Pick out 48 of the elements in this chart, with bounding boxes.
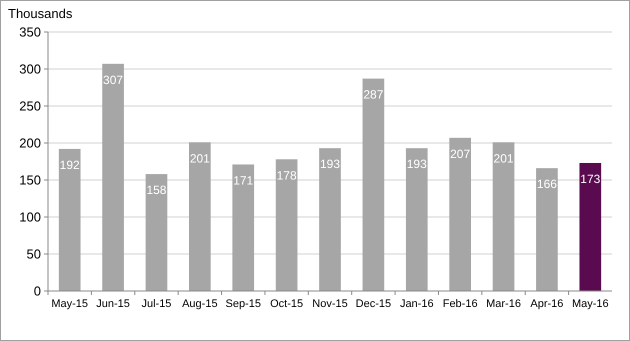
data-label: 193 bbox=[406, 157, 428, 172]
bar bbox=[58, 148, 81, 291]
x-tick-label: Jul-15 bbox=[141, 298, 172, 310]
data-label: 307 bbox=[103, 72, 124, 87]
y-tick-label: 50 bbox=[26, 246, 41, 262]
y-tick-label: 250 bbox=[19, 98, 41, 114]
bar bbox=[406, 148, 428, 291]
x-tick-label: Sep-15 bbox=[225, 298, 261, 310]
x-tick-label: Nov-15 bbox=[312, 298, 348, 310]
bar bbox=[189, 142, 211, 291]
y-tick-label: 300 bbox=[19, 62, 41, 77]
data-label: 192 bbox=[60, 158, 80, 172]
x-tick-label: Feb-16 bbox=[442, 298, 478, 310]
bar bbox=[319, 148, 341, 291]
data-label: 193 bbox=[320, 157, 340, 172]
y-tick-label: 150 bbox=[19, 172, 41, 188]
bar bbox=[536, 168, 558, 291]
data-label: 201 bbox=[190, 151, 210, 166]
x-tick-label: May-15 bbox=[51, 298, 88, 310]
y-axis-title: Thousands bbox=[8, 6, 73, 21]
y-tick-label: 0 bbox=[34, 284, 41, 299]
bar bbox=[146, 174, 168, 291]
x-tick-label: May-16 bbox=[572, 298, 609, 310]
y-tick-label: 350 bbox=[19, 24, 41, 40]
y-tick-label: 200 bbox=[19, 136, 41, 151]
data-label: 207 bbox=[450, 146, 470, 161]
x-tick-label: Dec-15 bbox=[356, 298, 392, 310]
bar bbox=[276, 159, 298, 291]
data-label: 158 bbox=[146, 183, 167, 198]
bar bbox=[492, 142, 514, 291]
x-tick-label: Mar-16 bbox=[486, 298, 521, 310]
bar bbox=[362, 78, 384, 291]
data-label: 173 bbox=[580, 172, 601, 186]
data-label: 178 bbox=[276, 168, 297, 182]
x-tick-label: Jun-15 bbox=[96, 298, 130, 310]
bar bbox=[232, 164, 254, 291]
data-label: 166 bbox=[536, 177, 558, 192]
x-tick-label: Apr-16 bbox=[530, 298, 564, 310]
data-label: 171 bbox=[233, 173, 254, 188]
x-tick-label: Oct-15 bbox=[270, 298, 304, 310]
x-tick-label: Aug-15 bbox=[182, 298, 218, 310]
data-label: 287 bbox=[363, 88, 384, 102]
x-tick-label: Jan-16 bbox=[400, 298, 434, 310]
bar bbox=[579, 162, 602, 291]
data-label: 201 bbox=[494, 151, 514, 166]
bar bbox=[449, 138, 471, 291]
y-tick-label: 100 bbox=[19, 210, 41, 225]
bar bbox=[102, 64, 124, 291]
